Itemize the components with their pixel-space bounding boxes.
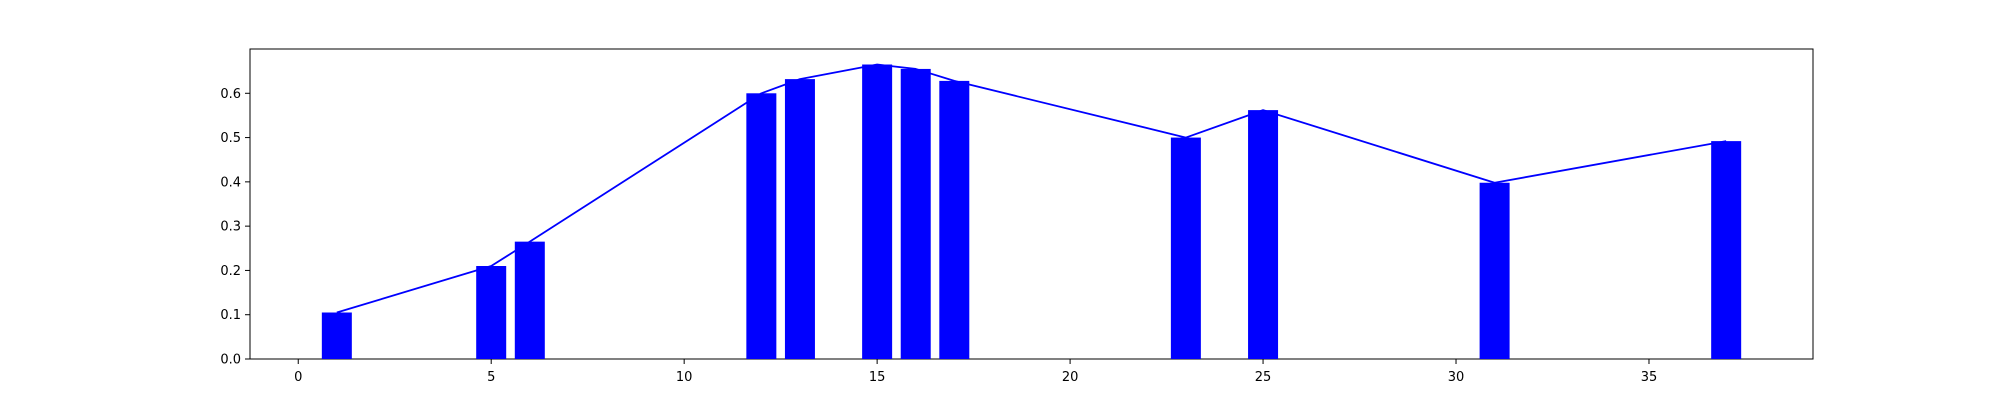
plot-area (249, 48, 1814, 360)
y-tick-label-0-4: 0.4 (220, 175, 241, 190)
x-tick-label-20: 20 (1062, 370, 1079, 385)
x-tick-label-5: 5 (487, 370, 495, 385)
x-tick-label-15: 15 (869, 370, 886, 385)
bar-13 (784, 79, 815, 360)
bar-16 (900, 68, 931, 360)
plot-frame (249, 48, 1814, 360)
y-tick-label-0-6: 0.6 (220, 87, 241, 102)
bar-series (321, 64, 1742, 360)
x-axis: 0 5 10 15 20 25 30 35 (294, 359, 1657, 385)
bar-15 (862, 64, 893, 359)
y-axis: 0.0 0.1 0.2 0.3 0.4 0.5 0.6 (220, 87, 250, 368)
bar-37 (1711, 141, 1742, 359)
bar-17 (939, 80, 970, 359)
x-tick-label-10: 10 (676, 370, 693, 385)
bar-25 (1248, 110, 1279, 359)
y-tick-label-0: 0.0 (220, 353, 241, 368)
x-tick-label-0: 0 (294, 370, 302, 385)
y-tick-label-0-2: 0.2 (220, 264, 241, 279)
bar-12 (746, 93, 777, 359)
y-tick-label-0-5: 0.5 (220, 131, 241, 146)
series-line (336, 63, 1727, 314)
x-tick-label-30: 30 (1448, 370, 1465, 385)
bar-6 (514, 241, 545, 359)
bar-31 (1479, 182, 1510, 359)
bar-5 (476, 266, 507, 359)
bar-1 (321, 312, 352, 359)
y-tick-label-0-1: 0.1 (220, 308, 241, 323)
y-tick-label-0-3: 0.3 (220, 220, 241, 235)
x-tick-label-35: 35 (1641, 370, 1658, 385)
line-series (336, 63, 1727, 314)
x-tick-label-25: 25 (1255, 370, 1272, 385)
bar-23 (1170, 137, 1201, 359)
